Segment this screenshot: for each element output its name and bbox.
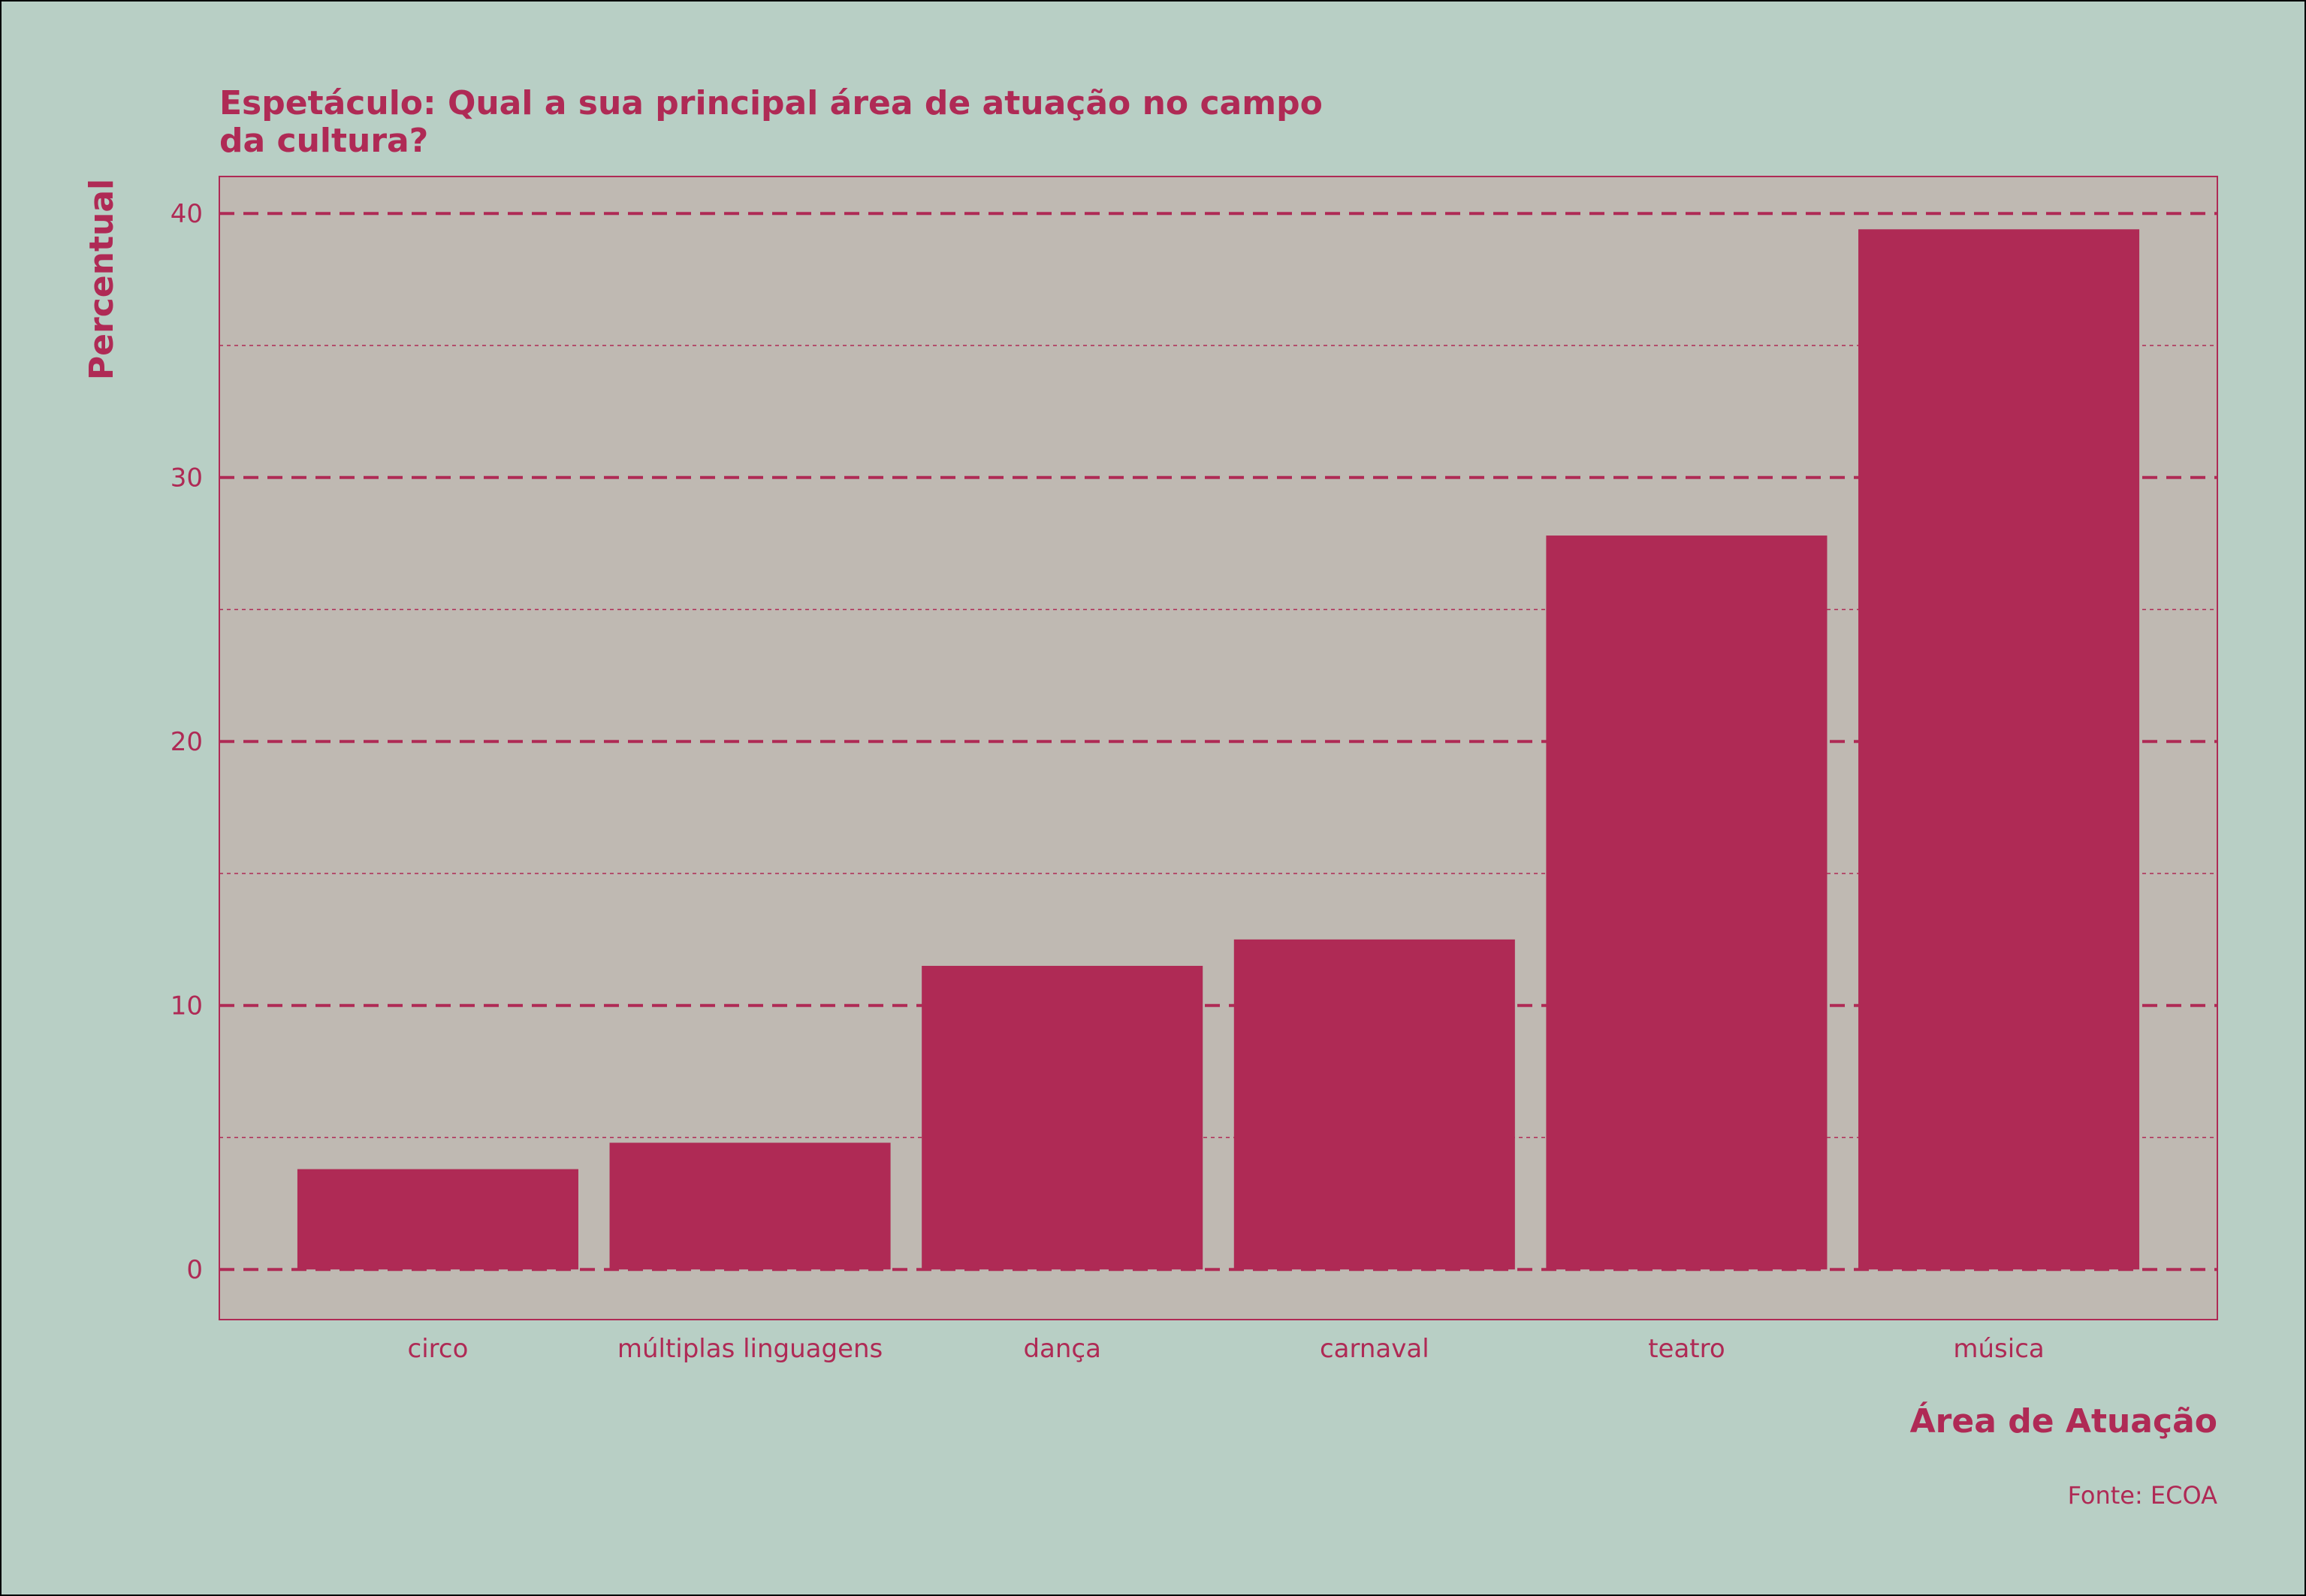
source-caption: Fonte: ECOA bbox=[2068, 1481, 2218, 1510]
y-tick-label: 20 bbox=[171, 727, 203, 757]
bar-dança bbox=[922, 965, 1203, 1270]
x-tick-label: carnaval bbox=[1320, 1334, 1429, 1364]
x-tick-label: música bbox=[1953, 1334, 2044, 1364]
x-tick-label: múltiplas linguagens bbox=[617, 1334, 883, 1364]
bar-carnaval bbox=[1233, 939, 1515, 1270]
y-tick-label: 10 bbox=[171, 991, 203, 1021]
chart-title-line-1: Espetáculo: Qual a sua principal área de… bbox=[219, 84, 1323, 122]
bar-múltiplas-linguagens bbox=[609, 1142, 891, 1270]
x-tick-labels: circo múltiplas linguagens dança carnaval te… bbox=[408, 1334, 2045, 1364]
minor-gridlines bbox=[219, 345, 2217, 1139]
y-tick-label: 40 bbox=[171, 199, 203, 229]
bar-música bbox=[1858, 229, 2140, 1270]
y-axis-label: Percentual bbox=[83, 179, 121, 380]
chart-title-line-2: da cultura? bbox=[219, 122, 428, 160]
x-axis-label: Área de Atuação bbox=[1910, 1401, 2217, 1441]
x-tick-label: dança bbox=[1023, 1334, 1101, 1364]
bars bbox=[297, 229, 2140, 1270]
x-tick-label: teatro bbox=[1648, 1334, 1725, 1364]
y-tick-label: 30 bbox=[171, 463, 203, 493]
y-tick-label: 0 bbox=[186, 1255, 203, 1285]
bar-circo bbox=[297, 1169, 578, 1270]
y-tick-labels: 0 10 20 30 40 bbox=[171, 199, 203, 1285]
bar-teatro bbox=[1546, 536, 1828, 1270]
x-tick-label: circo bbox=[408, 1334, 469, 1364]
